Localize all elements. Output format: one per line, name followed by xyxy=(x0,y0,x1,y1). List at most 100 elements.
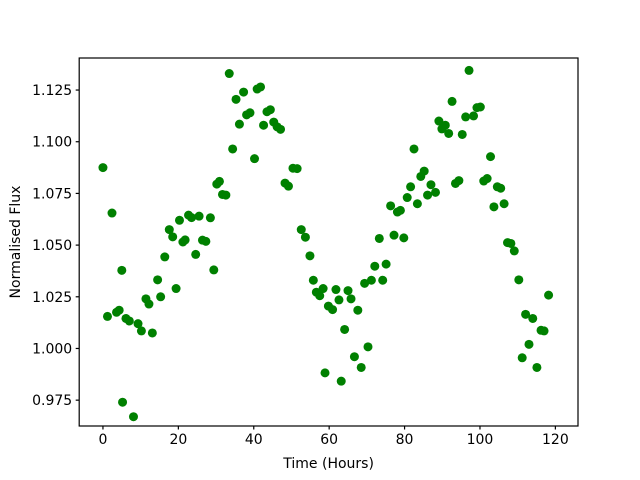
data-point xyxy=(305,251,315,261)
data-point xyxy=(276,124,286,134)
y-tick-label: 0.975 xyxy=(32,393,72,409)
data-point xyxy=(517,353,527,363)
data-point xyxy=(102,311,112,321)
data-point xyxy=(296,225,306,235)
y-axis-label: Normalised Flux xyxy=(8,186,24,299)
data-point xyxy=(318,284,328,294)
data-point xyxy=(496,183,506,193)
data-point xyxy=(205,213,215,223)
data-point xyxy=(524,339,534,349)
y-tick-label: 1.075 xyxy=(32,186,72,202)
data-point xyxy=(475,102,485,112)
data-point xyxy=(539,326,549,336)
data-point xyxy=(489,202,499,212)
data-point xyxy=(389,230,399,240)
data-point xyxy=(245,108,255,118)
x-tick-label: 60 xyxy=(320,432,338,448)
data-points-group xyxy=(98,65,554,422)
data-point xyxy=(363,342,373,352)
data-point xyxy=(128,412,138,422)
data-point xyxy=(366,275,376,285)
data-point xyxy=(399,233,409,243)
data-point xyxy=(434,116,444,126)
data-point xyxy=(164,225,174,235)
data-point xyxy=(334,295,344,305)
data-point xyxy=(447,96,457,106)
data-point xyxy=(464,65,474,75)
data-point xyxy=(454,176,464,186)
data-point xyxy=(144,299,154,309)
data-point xyxy=(224,69,234,79)
data-point xyxy=(370,261,380,271)
data-point xyxy=(506,238,516,248)
data-point xyxy=(426,180,436,190)
data-point xyxy=(250,154,260,164)
data-point xyxy=(209,265,219,275)
data-point xyxy=(331,285,341,295)
axes-group xyxy=(75,57,579,430)
data-point xyxy=(349,352,359,362)
data-point xyxy=(171,284,181,294)
y-tick-label: 1.100 xyxy=(32,135,72,151)
data-point xyxy=(98,163,108,173)
data-point xyxy=(419,166,429,176)
data-point xyxy=(107,208,117,218)
data-point xyxy=(346,294,356,304)
data-point xyxy=(521,309,531,319)
data-point xyxy=(353,305,363,315)
data-point xyxy=(117,265,127,275)
data-point xyxy=(180,235,190,245)
data-point xyxy=(234,119,244,129)
data-point xyxy=(514,275,524,285)
data-point xyxy=(118,397,128,407)
data-point xyxy=(265,105,275,115)
data-point xyxy=(315,291,325,301)
data-point xyxy=(532,362,542,372)
data-point xyxy=(259,120,269,130)
data-point xyxy=(457,129,467,139)
data-point xyxy=(114,305,124,315)
data-point xyxy=(509,246,519,256)
data-point xyxy=(174,215,184,225)
data-point xyxy=(283,181,293,191)
data-point xyxy=(469,111,479,121)
data-point xyxy=(292,164,302,174)
data-point xyxy=(153,275,163,285)
data-point xyxy=(482,174,492,184)
data-point xyxy=(124,316,134,326)
data-point xyxy=(406,182,416,192)
data-point xyxy=(461,112,471,122)
data-point xyxy=(160,252,170,262)
x-axis-label: Time (Hours) xyxy=(282,456,374,472)
data-point xyxy=(239,87,249,97)
x-tick-label: 20 xyxy=(169,432,187,448)
x-tick-label: 40 xyxy=(245,432,263,448)
y-tick-label: 1.125 xyxy=(32,83,72,99)
data-point xyxy=(256,82,266,92)
data-point xyxy=(440,120,450,130)
data-point xyxy=(328,305,338,315)
data-point xyxy=(360,278,370,288)
data-point xyxy=(308,275,318,285)
data-point xyxy=(228,144,238,154)
data-point xyxy=(300,232,310,242)
data-point xyxy=(395,205,405,215)
data-point xyxy=(231,94,241,104)
data-point xyxy=(528,313,538,323)
data-point xyxy=(168,232,178,242)
data-point xyxy=(381,259,391,269)
data-point xyxy=(402,193,412,203)
data-point xyxy=(430,187,440,197)
data-point xyxy=(336,376,346,386)
y-tick-label: 1.000 xyxy=(32,341,72,357)
data-point xyxy=(343,286,353,296)
data-point xyxy=(486,152,496,162)
data-point xyxy=(544,290,554,300)
data-point xyxy=(374,233,384,243)
data-point xyxy=(147,328,157,338)
x-tick-label: 80 xyxy=(396,432,414,448)
x-tick-label: 0 xyxy=(98,432,107,448)
data-point xyxy=(191,249,201,259)
